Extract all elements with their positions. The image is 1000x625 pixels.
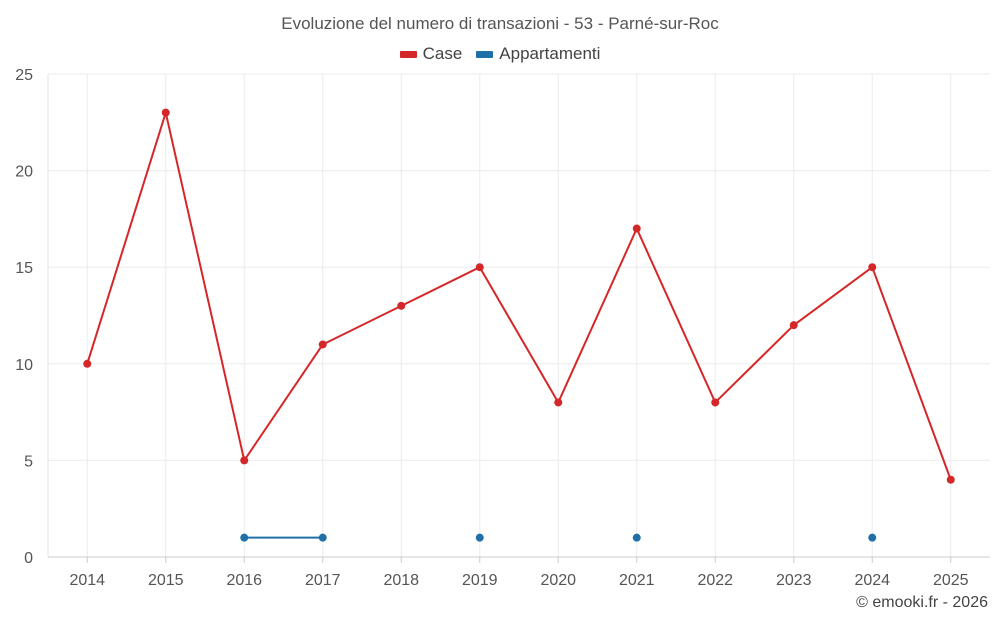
y-tick-label: 25: [15, 67, 33, 84]
y-tick-label: 10: [15, 357, 33, 374]
data-point: [240, 533, 249, 542]
data-point: [318, 340, 327, 349]
x-tick-label: 2020: [540, 572, 576, 589]
data-point: [632, 224, 641, 233]
x-tick-label: 2017: [305, 572, 341, 589]
legend-item-case[interactable]: Case: [399, 44, 463, 64]
x-tick-label: 2022: [697, 572, 733, 589]
y-tick-label: 5: [24, 453, 33, 470]
legend-label-appartamenti: Appartamenti: [499, 44, 601, 63]
legend-item-appartamenti[interactable]: Appartamenti: [476, 44, 600, 64]
series: [83, 108, 955, 542]
data-point: [240, 456, 249, 465]
data-point: [868, 263, 877, 272]
x-tick-label: 2024: [854, 572, 890, 589]
y-tick-label: 0: [24, 550, 33, 567]
series-case: [83, 108, 955, 484]
x-tick-label: 2019: [462, 572, 498, 589]
data-point: [318, 533, 327, 542]
data-point: [711, 398, 720, 407]
x-tick-label: 2025: [933, 572, 969, 589]
chart-title: Evoluzione del numero di transazioni - 5…: [281, 14, 719, 33]
legend-swatch-case: [399, 50, 417, 58]
data-point: [475, 533, 484, 542]
grid: [48, 73, 990, 557]
data-point: [475, 263, 484, 272]
x-tick-label: 2016: [226, 572, 262, 589]
legend-swatch-appartamenti: [476, 50, 494, 58]
x-tick-label: 2023: [776, 572, 812, 589]
data-point: [83, 359, 92, 368]
data-point: [161, 108, 170, 117]
data-point: [632, 533, 641, 542]
credit-text: © emooki.fr - 2026: [856, 594, 988, 611]
data-point: [397, 301, 406, 310]
x-tick-label: 2015: [148, 572, 184, 589]
data-point: [946, 475, 955, 484]
x-tick-label: 2021: [619, 572, 655, 589]
x-tick-label: 2018: [383, 572, 419, 589]
x-tick-label: 2014: [69, 572, 105, 589]
y-tick-label: 15: [15, 260, 33, 277]
legend-label-case: Case: [422, 44, 463, 63]
series-line: [86, 111, 952, 481]
data-point: [868, 533, 877, 542]
y-tick-label: 20: [15, 164, 33, 181]
data-point: [554, 398, 563, 407]
series-appartamenti: [240, 533, 877, 542]
legend: Case Appartamenti: [0, 44, 1000, 64]
data-point: [789, 321, 798, 330]
